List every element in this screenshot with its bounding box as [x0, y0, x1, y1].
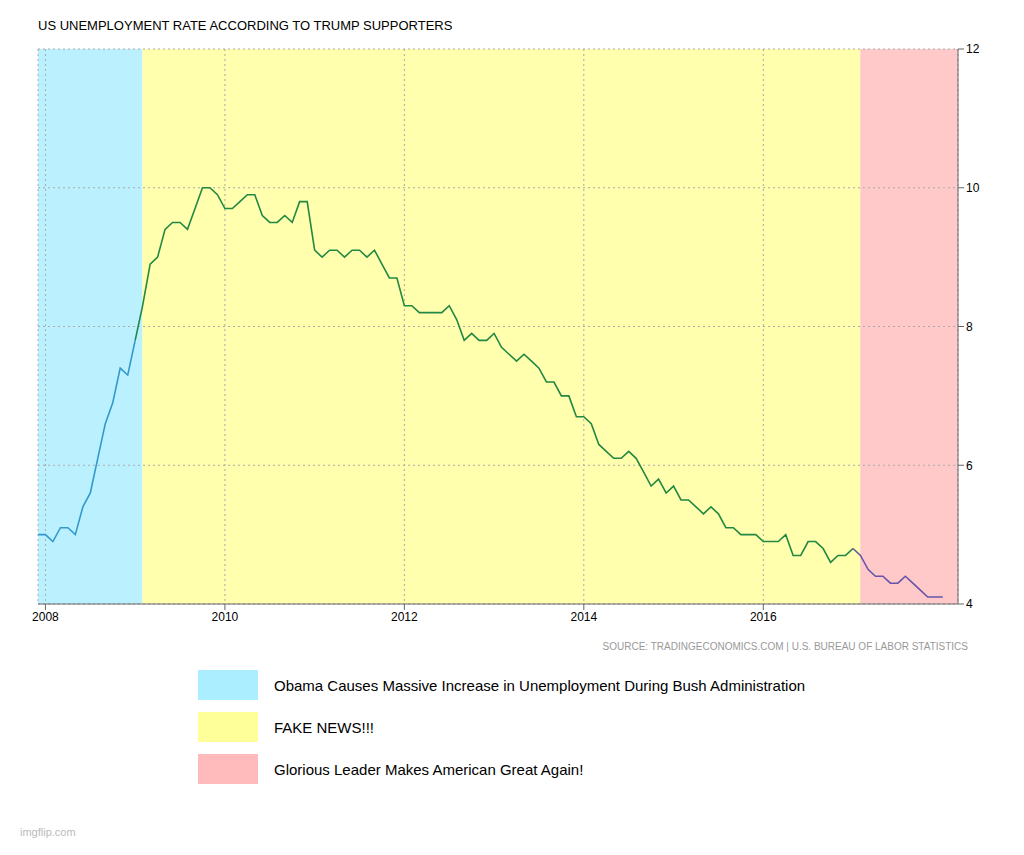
svg-text:12: 12: [966, 42, 980, 56]
html-text:Glorious Leader Makes American: Glorious Leader Makes American Great Aga…: [274, 760, 584, 778]
html-text:Obama Causes Massive Increase: Obama Causes Massive Increase in Unemplo…: [274, 676, 806, 694]
svg-text:2014: 2014: [570, 610, 597, 624]
svg-text:2016: 2016: [750, 610, 777, 624]
svg-text:6: 6: [966, 459, 973, 473]
svg-text:2010: 2010: [212, 610, 239, 624]
svg-text:2008: 2008: [32, 610, 59, 624]
svg-text:4: 4: [966, 597, 973, 611]
svg-text:2012: 2012: [391, 610, 418, 624]
svg-text:10: 10: [966, 181, 980, 195]
svg-text:8: 8: [966, 320, 973, 334]
html-text:FAKE NEWS!!!: FAKE NEWS!!!: [274, 718, 374, 736]
html-text:imgflip.com: imgflip.com: [20, 826, 76, 838]
html-text:US UNEMPLOYMENT RATE ACCORDING: US UNEMPLOYMENT RATE ACCORDING TO TRUMP …: [38, 18, 453, 33]
html-text:SOURCE: TRADINGECONOMICS.COM |: SOURCE: TRADINGECONOMICS.COM | U.S. BURE…: [602, 641, 968, 652]
